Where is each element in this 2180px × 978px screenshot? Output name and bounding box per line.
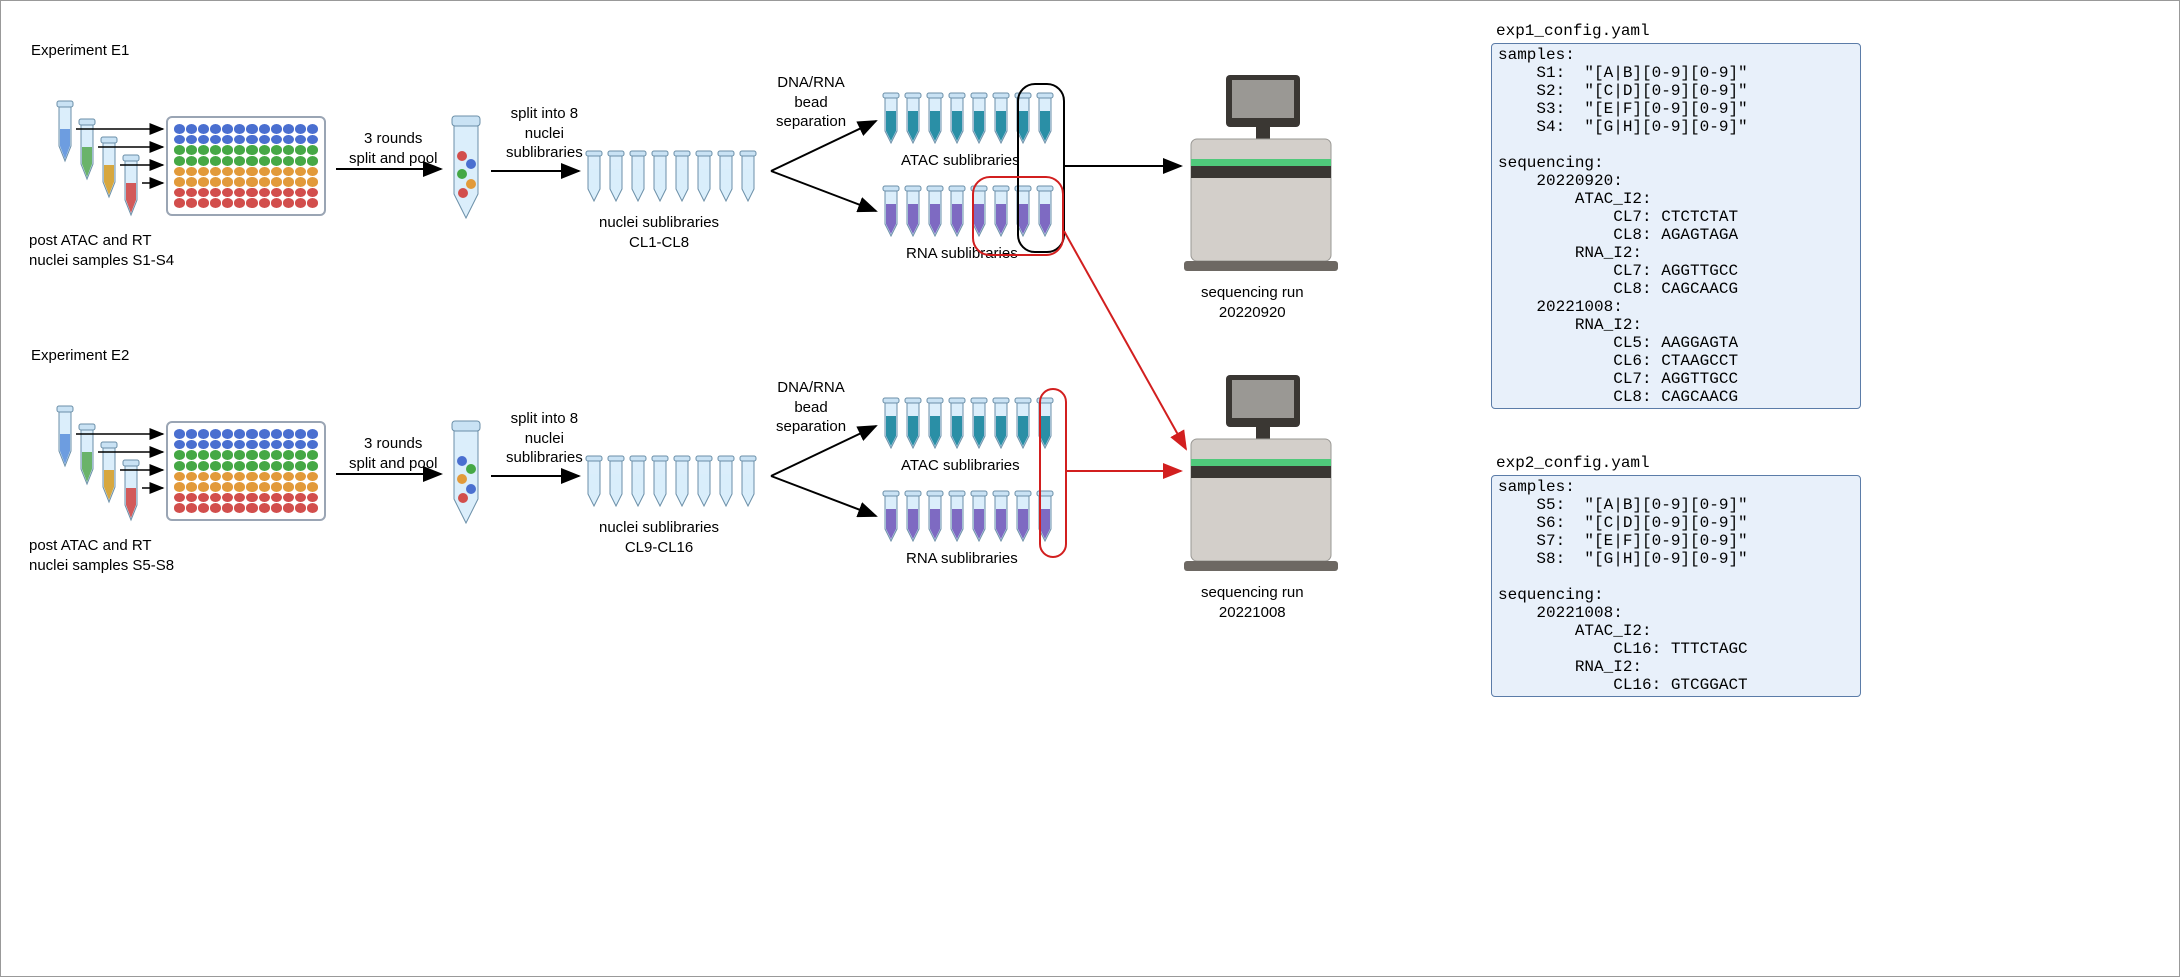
e2-atac-label: ATAC sublibraries (901, 456, 1020, 476)
e1-split8-label: split into 8 nuclei sublibraries (506, 104, 583, 163)
e2-sample-tube-2 (77, 424, 97, 489)
e2-sample-tube-3 (99, 442, 119, 507)
e1-rounds-label: 3 rounds split and pool (349, 129, 437, 168)
e2-split8-label: split into 8 nuclei sublibraries (506, 409, 583, 468)
e1-samples-label: post ATAC and RT nuclei samples S1-S4 (29, 231, 174, 270)
e2-rounds-label: 3 rounds split and pool (349, 434, 437, 473)
e2-plate (166, 421, 326, 521)
yaml1-filename: exp1_config.yaml (1496, 21, 1650, 42)
e2-rna-label: RNA sublibraries (906, 549, 1018, 569)
e1-nuclei-label: nuclei sublibraries CL1-CL8 (599, 213, 719, 252)
e2-samples-label: post ATAC and RT nuclei samples S5-S8 (29, 536, 174, 575)
yaml1-box: samples: S1: "[A|B][0-9][0-9]" S2: "[C|D… (1491, 43, 1861, 409)
sequencer-1 (1176, 71, 1346, 281)
e1-highlight-red (972, 176, 1064, 256)
e1-sample-tube-4 (121, 155, 141, 220)
e2-highlight-red (1039, 388, 1067, 558)
sequencer-1-label: sequencing run 20220920 (1201, 283, 1304, 322)
sequencer-2-label: sequencing run 20221008 (1201, 583, 1304, 622)
e2-title: Experiment E2 (31, 346, 129, 366)
e2-bead-label: DNA/RNA bead separation (776, 378, 846, 437)
e1-nuclei-strip (584, 151, 764, 206)
e1-sample-tube-2 (77, 119, 97, 184)
e2-rna-strip (881, 491, 1061, 546)
e2-sample-tube-4 (121, 460, 141, 525)
e2-nuclei-label: nuclei sublibraries CL9-CL16 (599, 518, 719, 557)
e1-pooled-tube (446, 116, 486, 226)
e1-sample-tube-3 (99, 137, 119, 202)
e2-pooled-tube (446, 421, 486, 531)
e1-plate (166, 116, 326, 216)
sequencer-2 (1176, 371, 1346, 581)
e2-atac-strip (881, 398, 1061, 453)
yaml2-box: samples: S5: "[A|B][0-9][0-9]" S6: "[C|D… (1491, 475, 1861, 697)
yaml2-filename: exp2_config.yaml (1496, 453, 1650, 474)
e1-bead-label: DNA/RNA bead separation (776, 73, 846, 132)
e2-sample-tube-1 (55, 406, 75, 471)
e1-atac-label: ATAC sublibraries (901, 151, 1020, 171)
e1-sample-tube-1 (55, 101, 75, 166)
e2-nuclei-strip (584, 456, 764, 511)
e1-title: Experiment E1 (31, 41, 129, 61)
